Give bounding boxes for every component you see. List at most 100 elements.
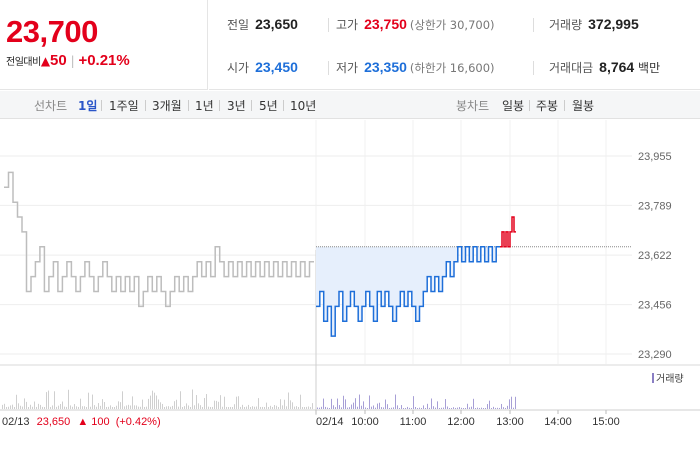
tab-monthly-candle[interactable]: 월봉 [572,99,595,113]
volume-bar [46,392,47,409]
volume-bar [102,399,103,409]
volume-bar [226,406,227,409]
stat-low: 저가 23,350 (하한가 16,600) [336,59,495,75]
change-value: 50 [50,52,67,69]
tab-1week[interactable]: 1주일 [109,99,139,113]
volume-bar [473,398,474,409]
volume-bar [202,406,203,409]
volume-bar [224,396,225,409]
y-tick-label: 23,955 [638,151,672,163]
volume-bar [140,406,141,409]
volume-bar [142,399,143,409]
volume-bar [34,401,35,409]
volume-bar [124,406,125,409]
volume-bar [327,407,328,409]
volume-bar [116,405,117,409]
volume-bar [192,389,193,409]
x-tick-label: 12:00 [447,416,475,428]
volume-bar [455,407,456,409]
volume-bar [242,404,243,409]
volume-bar [160,402,161,409]
volume-bar [42,406,43,409]
prev-day-arrow: ▲ [77,416,88,428]
volume-bar [457,407,458,409]
volume-bar [246,406,247,409]
volume-bar [477,407,478,409]
volume-bar [144,406,145,409]
tab-3year[interactable]: 3년 [227,99,246,113]
x-tick-label: 15:00 [592,416,620,428]
tab-1year[interactable]: 1년 [195,99,214,113]
volume-bar [274,405,275,409]
volume-bar [439,407,440,409]
volume-bar [92,394,93,409]
y-tick-label: 23,622 [638,250,672,262]
volume-bar [262,406,263,409]
volume-bar [491,408,492,409]
volume-bar [86,406,87,409]
tab-3month[interactable]: 3개월 [152,99,182,113]
volume-bar [503,407,504,409]
y-tick-label: 23,290 [638,349,672,361]
volume-bar [128,404,129,409]
stat-high: 고가 23,750 (상한가 30,700) [336,16,495,32]
volume-bar [60,404,61,409]
volume-bar [40,404,41,409]
volume-bar [186,403,187,409]
volume-bar [132,396,133,409]
volume-bar [16,394,17,409]
volume-bar [200,405,201,409]
volume-bar [365,407,366,409]
volume-bar [198,403,199,409]
volume-bar [248,404,249,409]
volume-bar [216,400,217,409]
volume-bar [10,405,11,409]
volume-bar [361,405,362,409]
volume-bar [220,395,221,409]
volume-bar [268,406,269,409]
y-tick-label: 23,456 [638,300,672,312]
prev-day-date: 02/13 [2,416,30,428]
tab-1day[interactable]: 1일 [78,99,98,113]
volume-bar [479,407,480,409]
volume-bar [54,391,55,409]
volume-bar [435,407,436,409]
volume-bar [250,406,251,409]
volume-bar [30,404,31,409]
volume-bar [156,395,157,409]
volume-bar [497,407,498,409]
volume-bar [419,407,420,409]
volume-bar [467,403,468,409]
volume-bar [110,405,111,409]
volume-bar [244,406,245,409]
volume-bars [2,389,516,409]
volume-legend: 거래량 [656,373,684,385]
tab-10year[interactable]: 10년 [290,99,317,113]
volume-bar [106,406,107,409]
volume-bar [515,396,516,409]
volume-bar [475,407,476,409]
volume-bar [429,407,430,409]
volume-bar [381,407,382,409]
volume-bar [469,407,470,409]
stat-volume: 거래량 372,995 [549,16,639,32]
volume-bar [162,403,163,409]
volume-bar [74,404,75,409]
volume-bar [443,407,444,409]
tab-daily-candle[interactable]: 일봉 [502,99,525,113]
volume-bar [403,407,404,409]
volume-bar [325,406,326,409]
volume-bar [180,391,181,409]
tab-weekly-candle[interactable]: 주봉 [536,99,559,113]
volume-bar [321,406,322,409]
volume-bar [407,406,408,409]
volume-bar [329,407,330,409]
volume-bar [62,401,63,409]
tab-5year[interactable]: 5년 [259,99,278,113]
volume-bar [174,401,175,409]
volume-bar [240,406,241,409]
volume-bar [335,407,336,409]
x-tick-label: 11:00 [400,416,427,428]
stat-amount: 거래대금 8,764 백만 [549,59,661,75]
line-chart-label: 선차트 [34,99,68,113]
